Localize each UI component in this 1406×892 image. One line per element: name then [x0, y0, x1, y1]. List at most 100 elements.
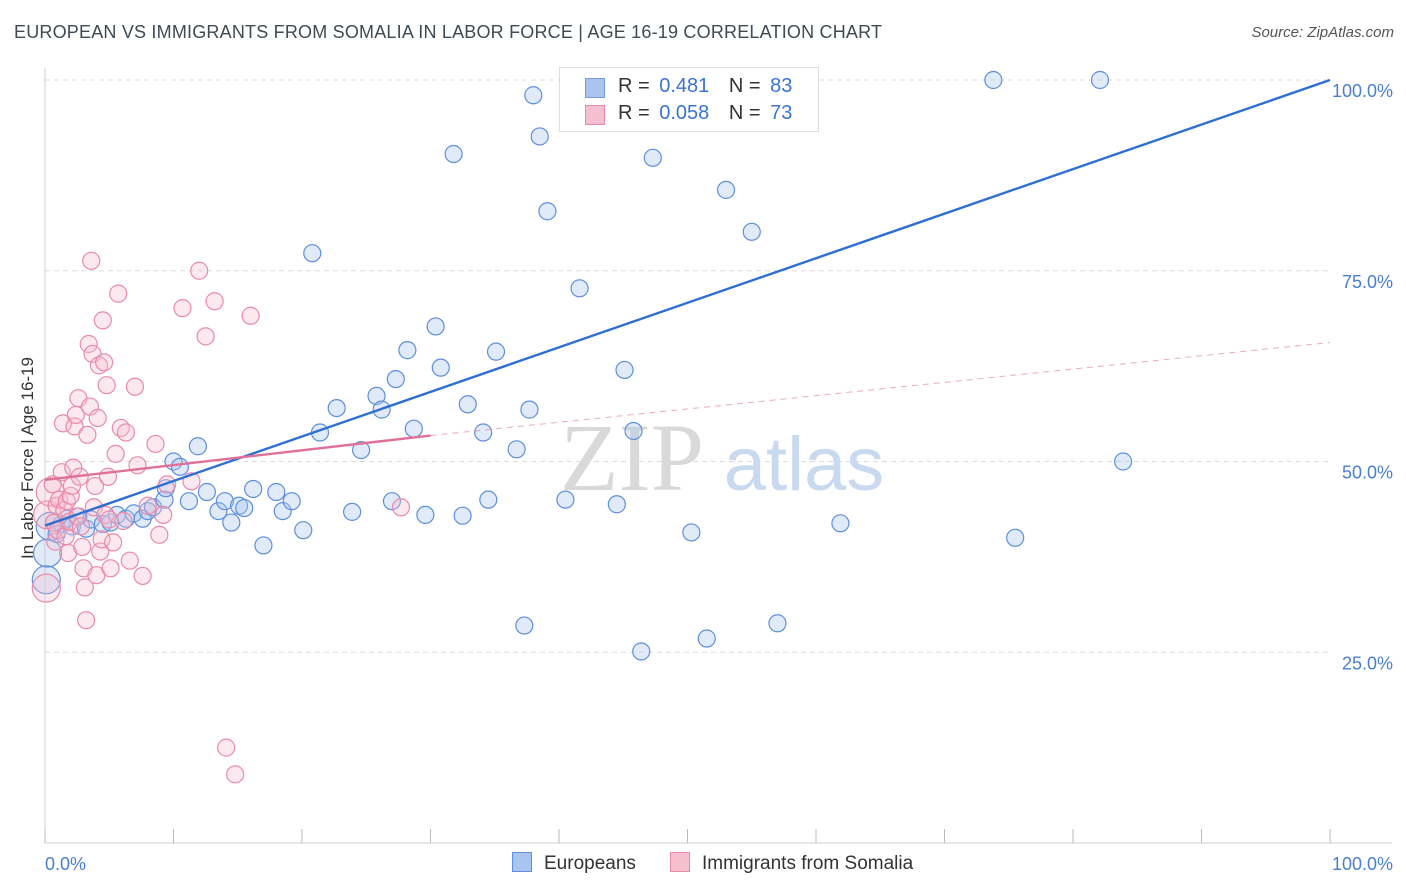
somalia-point [73, 537, 92, 557]
somalia-point [77, 611, 96, 630]
bottom-legend-swatch-europeans [512, 852, 532, 872]
somalia-point [95, 353, 114, 372]
europeans-point [643, 148, 662, 167]
somalia-point [89, 356, 109, 375]
somalia-point [391, 498, 411, 517]
watermark-zip: ZIP [560, 404, 704, 511]
tick-labels: 100.0% 75.0% 50.0% 25.0% 0.0% 100.0% [45, 81, 1393, 874]
somalia-point [114, 511, 133, 531]
somalia-point [106, 444, 125, 463]
europeans-point [515, 616, 534, 635]
europeans-point [632, 642, 651, 661]
europeans-point [352, 440, 371, 460]
europeans-point [215, 492, 234, 511]
trend-lines [44, 78, 1331, 527]
axes [44, 68, 1392, 844]
europeans-point [742, 222, 761, 241]
y-tick-label: 75.0% [1342, 272, 1393, 292]
legend-n-label: N = [728, 75, 761, 97]
bottom-legend-label-somalia: Immigrants from Somalia [702, 853, 914, 874]
legend-r-value: 0.058 [659, 102, 710, 124]
somalia-trend-line [44, 434, 431, 482]
legend-swatch-somalia [585, 105, 605, 125]
somalia-point [133, 566, 152, 586]
europeans-point [303, 244, 322, 263]
europeans-point [538, 202, 557, 221]
europeans-point [570, 279, 589, 298]
europeans-point [124, 504, 143, 523]
europeans-point [294, 521, 313, 540]
x-tick-label-min: 0.0% [45, 854, 86, 874]
europeans-point [343, 502, 362, 521]
bottom-legend-label-europeans: Europeans [544, 853, 636, 874]
somalia-point [50, 490, 69, 509]
europeans-point [235, 498, 254, 518]
europeans-point [486, 342, 506, 361]
somalia-point [101, 559, 120, 578]
europeans-point [556, 490, 575, 509]
somalia-point [226, 765, 245, 784]
legend-n-value: 83 [770, 75, 793, 97]
europeans-point [1114, 452, 1133, 471]
bottom-legend-somalia[interactable]: Immigrants from Somalia [670, 852, 913, 875]
somalia-point [92, 530, 111, 549]
somalia-point [146, 434, 165, 454]
europeans-point [697, 629, 716, 648]
europeans-point [444, 144, 463, 164]
europeans-point [624, 421, 643, 441]
europeans-point [984, 70, 1003, 90]
europeans-point [524, 86, 543, 105]
y-tick-label: 25.0% [1342, 653, 1393, 673]
somalia-point [190, 261, 209, 280]
somalia-point [205, 292, 224, 311]
somalia-point [97, 376, 116, 395]
source-label: Source: ZipAtlas.com [1251, 24, 1394, 41]
somalia-point [71, 517, 91, 536]
somalia-point [86, 476, 105, 496]
europeans-point [404, 419, 423, 438]
europeans-point [530, 127, 549, 146]
europeans-point [1006, 528, 1025, 547]
europeans-point [416, 505, 435, 525]
europeans-point [507, 440, 526, 459]
europeans-point [244, 479, 263, 499]
somalia-point [128, 456, 147, 475]
somalia-point [88, 408, 107, 428]
europeans-point [716, 180, 736, 199]
legend-n-value: 73 [770, 102, 793, 124]
watermark-atlas: atlas [724, 422, 885, 507]
watermark: ZIP atlas [560, 404, 884, 511]
x-tick-label-max: 100.0% [1332, 854, 1393, 874]
somalia-point [75, 578, 94, 597]
europeans-point [768, 614, 787, 633]
europeans-point [682, 523, 701, 542]
bottom-legend-swatch-somalia [670, 852, 690, 872]
europeans-point [520, 400, 539, 419]
somalia-point [116, 423, 136, 442]
chart-title: EUROPEAN VS IMMIGRANTS FROM SOMALIA IN L… [14, 22, 883, 42]
europeans-trend-line [44, 78, 1331, 527]
europeans-point [267, 482, 286, 502]
bottom-legend: Europeans Immigrants from Somalia [0, 852, 1406, 878]
legend-swatch-europeans [585, 78, 605, 98]
legend: R = 0.481 N = 83 R = 0.058 N = 73 [559, 67, 819, 132]
europeans-point [327, 398, 346, 418]
europeans-point [607, 495, 626, 514]
y-tick-label: 50.0% [1342, 463, 1393, 483]
somalia-point [93, 311, 112, 330]
europeans-point [426, 317, 445, 336]
bottom-legend-europeans[interactable]: Europeans [512, 852, 636, 875]
europeans-point [367, 386, 386, 405]
somalia-point [100, 510, 119, 529]
europeans-point [382, 492, 402, 511]
data-points [31, 70, 1133, 784]
europeans-point [474, 423, 493, 442]
somalia-point [196, 327, 215, 346]
somalia-point [46, 532, 65, 551]
europeans-point [615, 360, 634, 380]
somalia-point [125, 377, 145, 396]
europeans-point [458, 395, 477, 414]
somalia-point [78, 425, 97, 444]
europeans-point [209, 501, 228, 521]
